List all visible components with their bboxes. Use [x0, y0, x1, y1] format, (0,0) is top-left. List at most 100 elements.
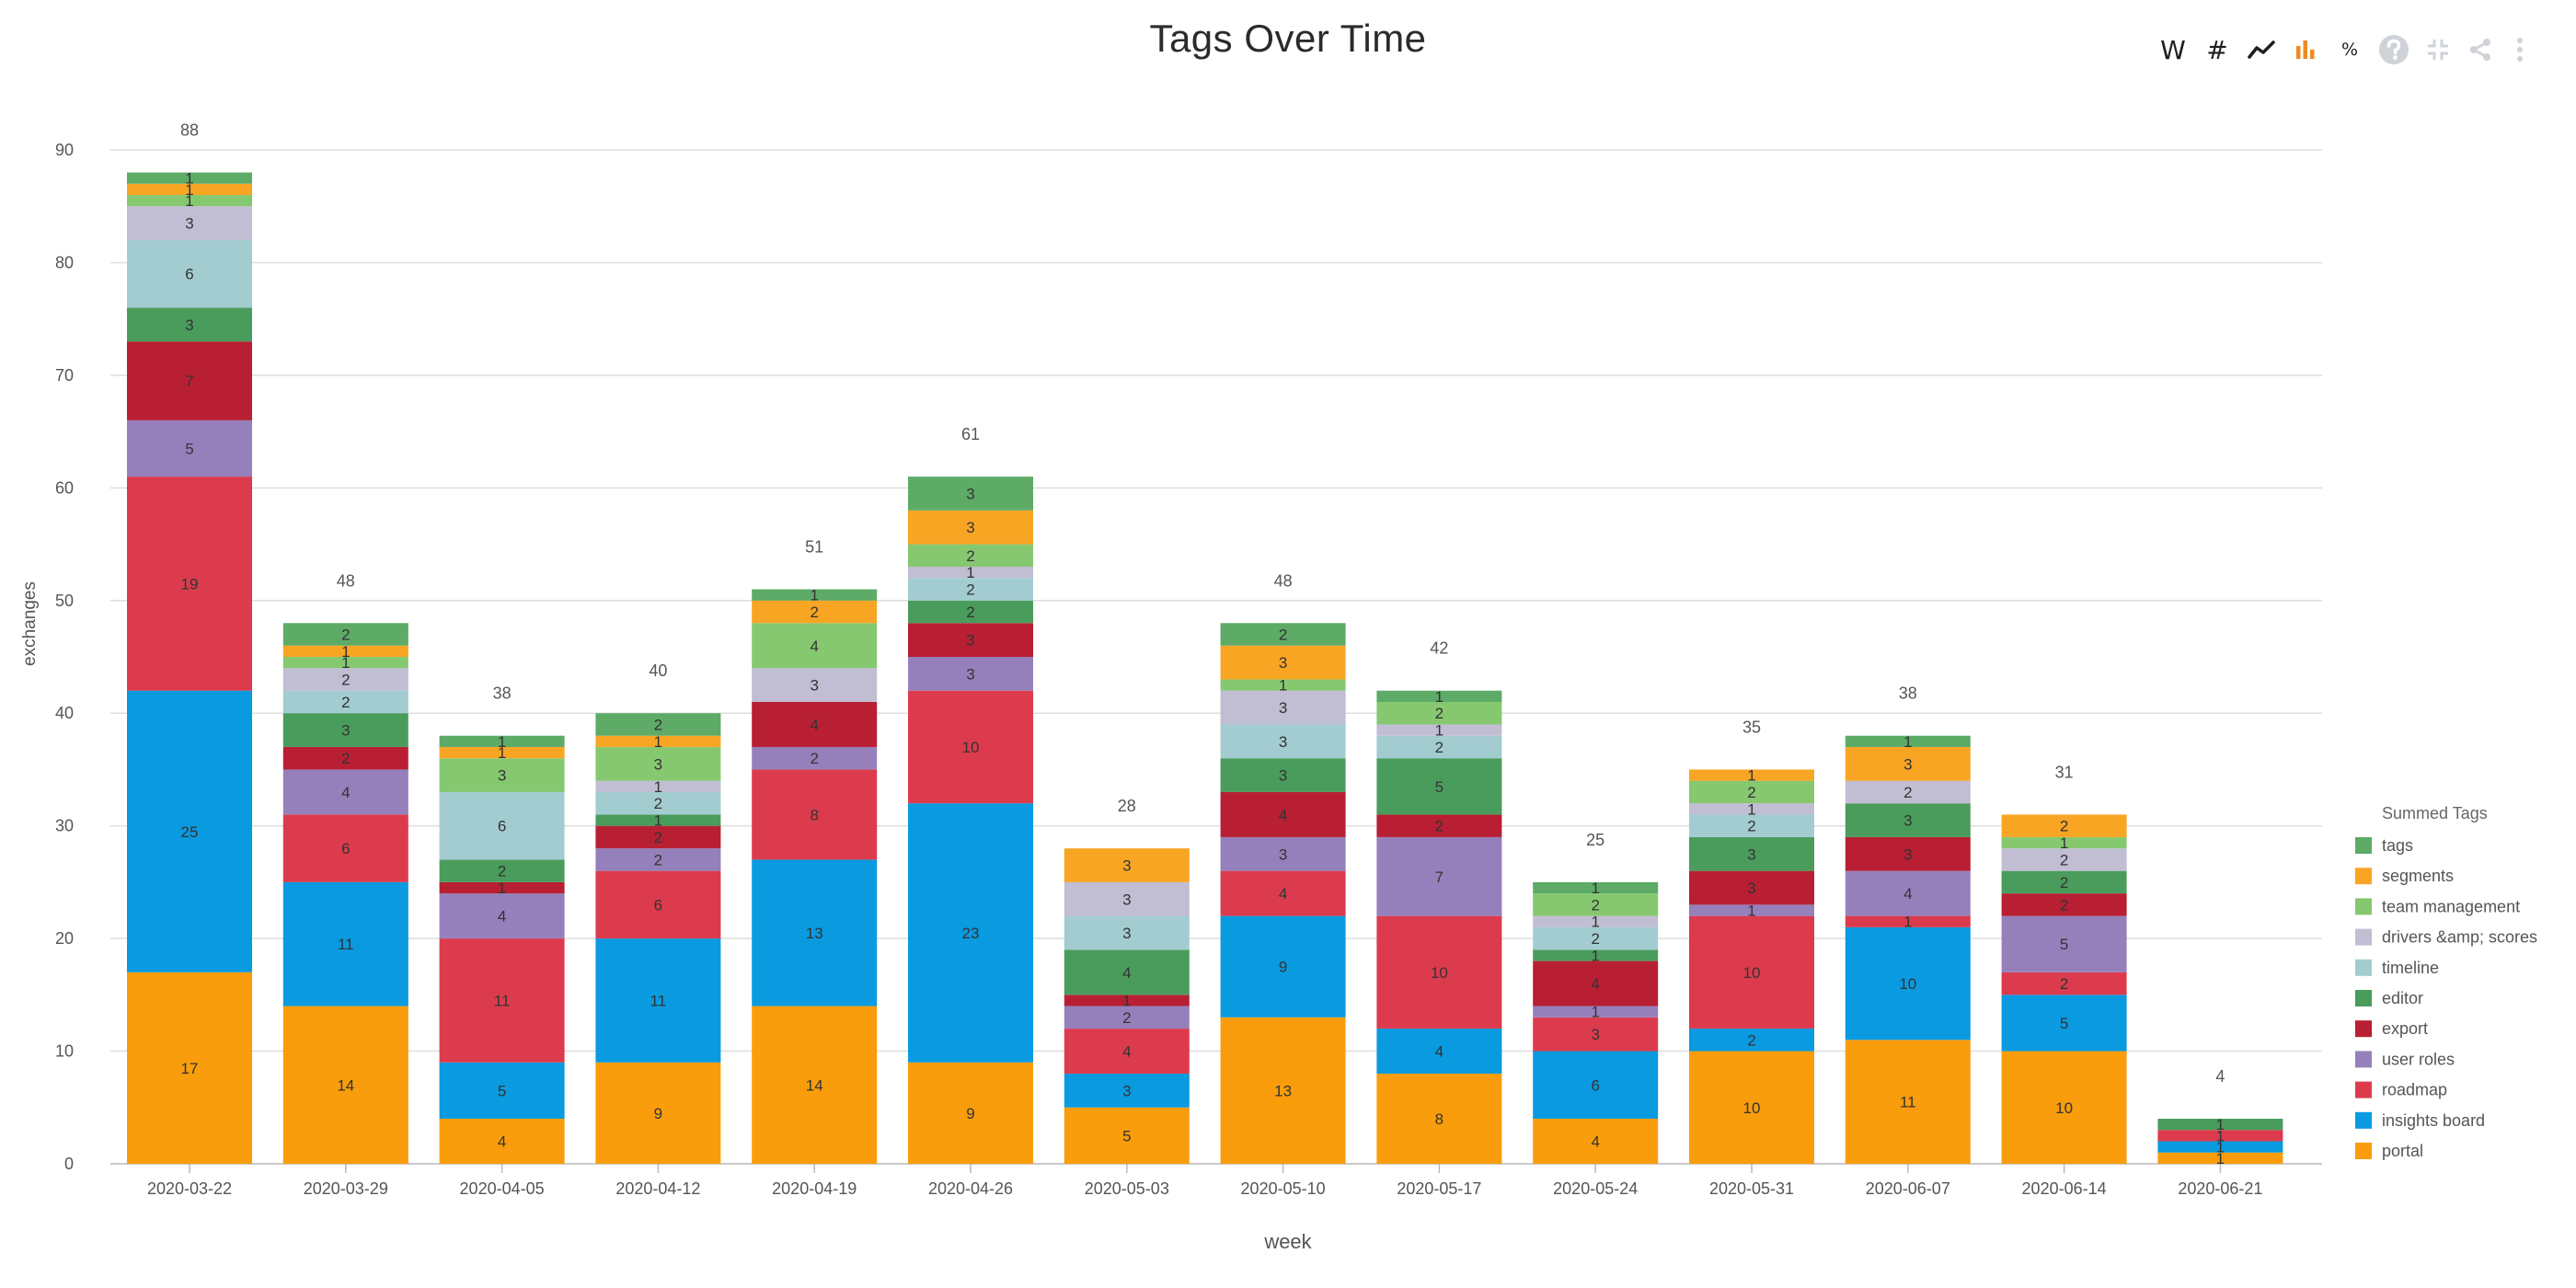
- bar-segment-label: 2: [966, 604, 974, 621]
- bar-segment: [1220, 758, 1346, 792]
- bar-segment-label: 6: [654, 896, 662, 914]
- more-vert-icon[interactable]: [2508, 29, 2532, 70]
- bar-segment-label: 1: [498, 744, 506, 762]
- legend-swatch: [2355, 1143, 2372, 1159]
- count-mode-button[interactable]: #: [2206, 34, 2228, 65]
- bar-segment: [127, 420, 252, 477]
- bar-segment-label: 3: [1279, 767, 1287, 785]
- bar-segment-label: 4: [498, 908, 506, 926]
- bar-segment-label: 4: [1591, 975, 1599, 993]
- bar-segment: [1376, 1074, 1502, 1164]
- bar-segment: [1689, 1051, 1814, 1164]
- bar-segment-label: 2: [341, 694, 350, 711]
- bar-segment-label: 4: [1591, 1133, 1599, 1151]
- bar-segment: [1845, 1040, 1971, 1164]
- bar-segment: [595, 780, 721, 792]
- bar-segment-label: 11: [338, 936, 354, 953]
- share-icon[interactable]: [2460, 29, 2501, 70]
- bar-segment-label: 5: [1435, 778, 1443, 796]
- bar-segment-label: 2: [810, 750, 818, 767]
- bar-segment-label: 3: [185, 316, 193, 334]
- bars: 1725195736311188141164232211248451141263…: [127, 121, 2283, 1167]
- bar-segment-label: 10: [1743, 1099, 1761, 1117]
- bar-segment-label: 1: [2216, 1150, 2225, 1167]
- bar-segment-label: 1: [1903, 914, 1912, 931]
- percent-mode-button[interactable]: %: [2340, 40, 2359, 60]
- bar-segment: [595, 791, 721, 815]
- y-axis: 0 10 20 30 40 50 60 70 80 90: [55, 141, 74, 1173]
- bar-segment-label: 3: [966, 519, 974, 536]
- bar-chart-icon[interactable]: [2285, 29, 2326, 70]
- bar-segment: [1220, 645, 1346, 680]
- bar-segment: [1845, 735, 1971, 747]
- bar-segment-label: 11: [1900, 1094, 1916, 1111]
- bar-segment: [1533, 881, 1659, 894]
- bar-segment: [1533, 949, 1659, 961]
- bar-segment: [127, 477, 252, 691]
- bar-segment-label: 9: [1279, 959, 1287, 976]
- legend-swatch: [2355, 837, 2372, 854]
- bar-segment-label: 3: [1279, 699, 1287, 717]
- bar-segment-label: 11: [650, 992, 667, 1009]
- bar-segment-label: 2: [1591, 930, 1599, 948]
- legend-item-label: editor: [2382, 989, 2423, 1007]
- line-chart-icon[interactable]: [2241, 29, 2282, 70]
- bar-segment-label: 8: [1435, 1110, 1443, 1128]
- y-tick-label: 50: [55, 592, 74, 610]
- bar-segment: [2001, 836, 2127, 849]
- bar-segment-label: 2: [2060, 896, 2068, 914]
- bar-segment: [1689, 769, 1814, 781]
- x-tick-label: 2020-06-14: [2022, 1179, 2107, 1198]
- bar-segment-label: 10: [1743, 964, 1761, 982]
- bar-segment-label: 1: [966, 564, 974, 581]
- bar-segment: [1689, 904, 1814, 916]
- bar-segment: [439, 938, 565, 1063]
- bar-segment: [1064, 848, 1190, 882]
- bar-segment: [1064, 949, 1190, 995]
- legend-swatch: [2355, 1111, 2372, 1129]
- bar-segment: [1220, 836, 1346, 871]
- bar-total-label: 88: [180, 121, 199, 139]
- bar-segment: [1533, 960, 1659, 1006]
- bar-segment: [1689, 803, 1814, 815]
- bar-segment-label: 9: [654, 1105, 662, 1122]
- bar-segment-label: 1: [185, 192, 193, 210]
- collapse-icon[interactable]: [2418, 29, 2458, 70]
- bar-segment: [752, 589, 878, 601]
- bar-segment: [439, 758, 565, 792]
- bar-segment: [282, 713, 408, 747]
- bar-segment: [595, 938, 721, 1063]
- bar-segment: [1689, 814, 1814, 837]
- bar-segment-label: 1: [1591, 947, 1599, 964]
- bar-segment: [595, 746, 721, 781]
- bar-segment: [908, 567, 1033, 579]
- bar-segment-label: 11: [494, 992, 511, 1009]
- bar-segment: [282, 668, 408, 691]
- legend-item-label: user roles: [2382, 1050, 2455, 1068]
- bar-segment-label: 8: [810, 806, 818, 823]
- bar-segment-label: 1: [185, 170, 193, 188]
- bar-segment: [127, 972, 252, 1164]
- bar-segment-label: 2: [1747, 818, 1755, 835]
- legend-swatch: [2355, 1081, 2372, 1098]
- bar-segment: [1533, 1006, 1659, 1018]
- bar-segment: [439, 859, 565, 882]
- bar-segment: [282, 881, 408, 1006]
- bar-segment: [1376, 701, 1502, 725]
- bar-segment-label: 1: [2060, 834, 2068, 852]
- x-tick-label: 2020-04-05: [460, 1179, 545, 1198]
- bar-segment: [1376, 1029, 1502, 1075]
- y-tick-label: 30: [55, 817, 74, 835]
- bar-segment-label: 2: [654, 851, 662, 868]
- bar-segment-label: 2: [1435, 739, 1443, 756]
- bar-segment: [1220, 915, 1346, 1018]
- bar-segment: [1689, 915, 1814, 1029]
- week-granularity-button[interactable]: W: [2160, 34, 2186, 65]
- bar-segment: [1533, 1017, 1659, 1052]
- help-icon[interactable]: [2374, 29, 2414, 70]
- y-tick-label: 10: [55, 1042, 74, 1061]
- bar-segment-label: 1: [654, 812, 662, 830]
- bar-segment: [595, 713, 721, 736]
- bar-segment-label: 4: [498, 1133, 506, 1151]
